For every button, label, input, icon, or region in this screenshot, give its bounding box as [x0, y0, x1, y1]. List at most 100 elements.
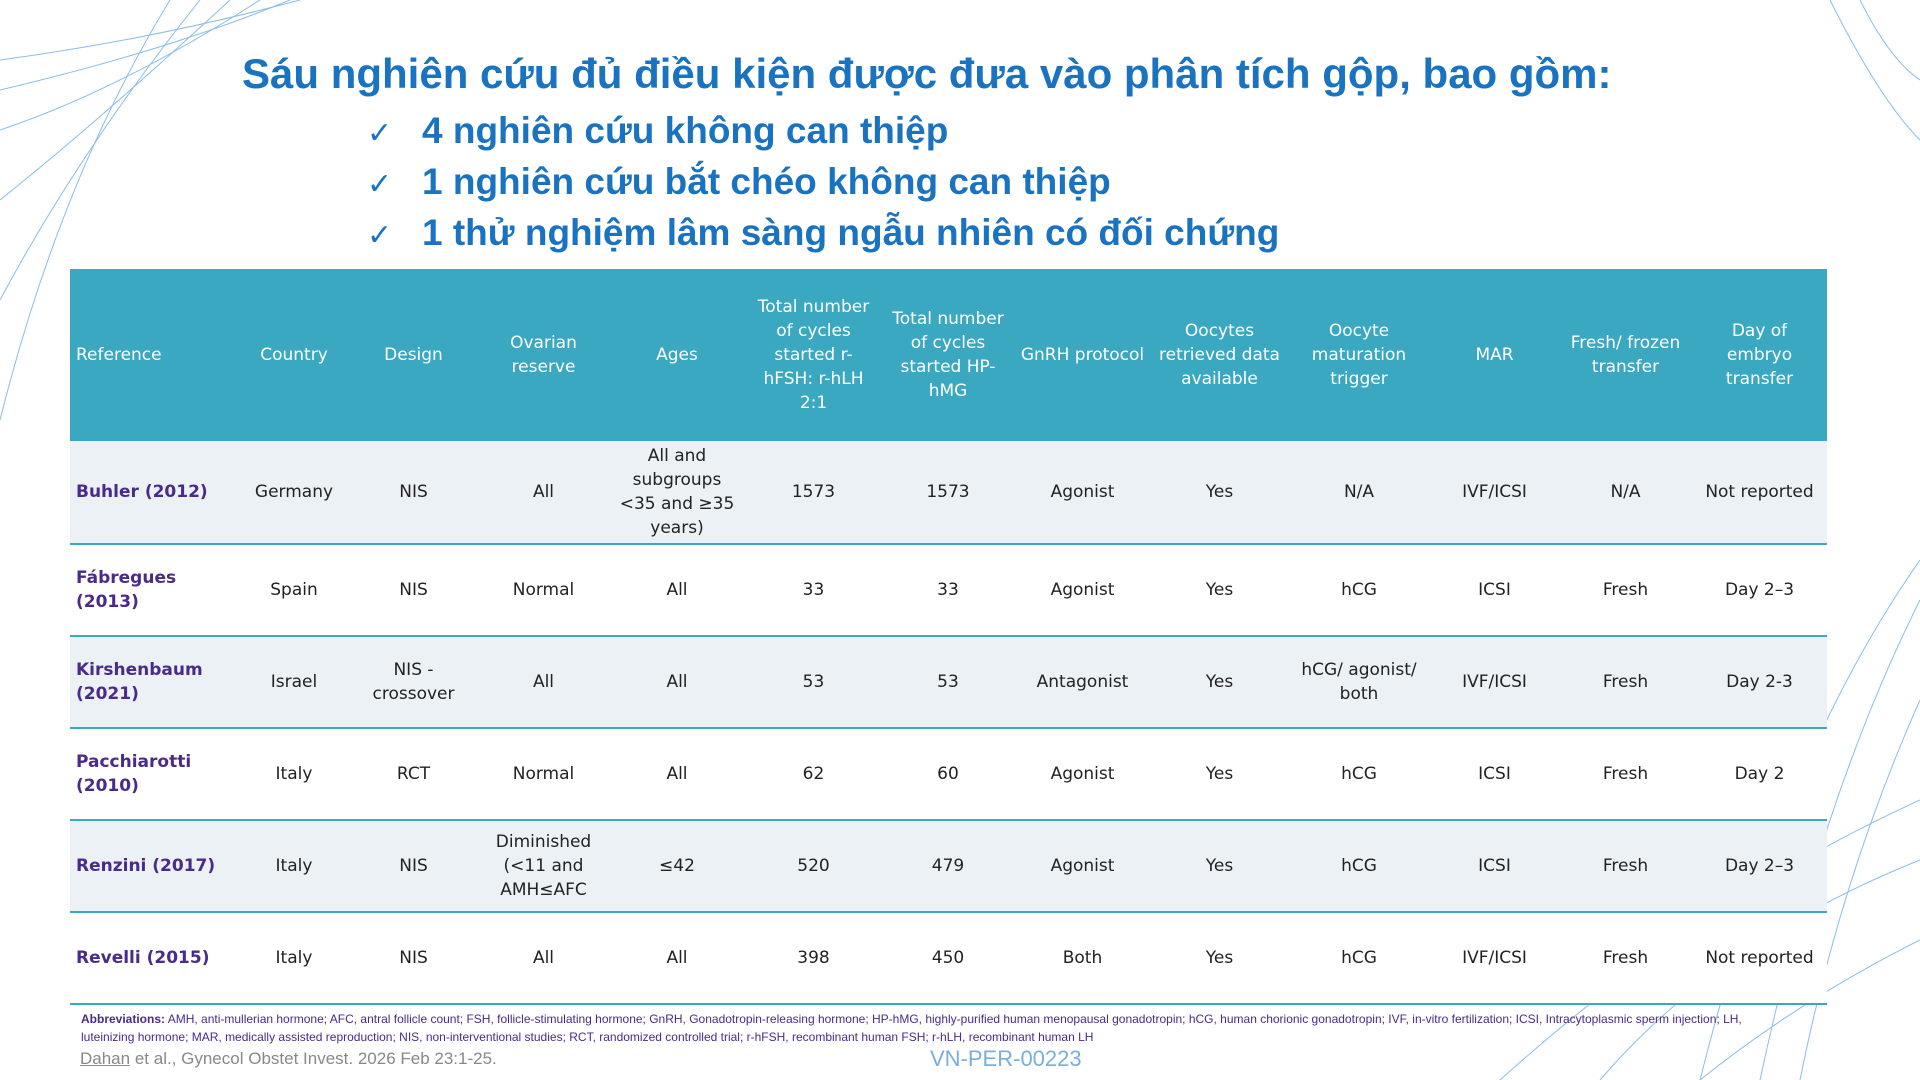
- table-cell: ≤42: [609, 820, 745, 913]
- table-cell: Diminished (<11 and AMH≤AFC: [478, 820, 609, 913]
- table-row: Renzini (2017) Italy NIS Diminished (<11 an…: [70, 820, 1827, 913]
- table-cell: Yes: [1151, 636, 1288, 729]
- table-cell: 1573: [882, 441, 1014, 545]
- citation-author: Dahan: [80, 1049, 131, 1068]
- table-cell: IVF/ICSI: [1430, 912, 1559, 1005]
- table-cell: Italy: [239, 912, 349, 1005]
- title: Sáu nghiên cứu đủ điều kiện được đưa vào…: [242, 50, 1612, 97]
- table-cell: Agonist: [1014, 820, 1151, 913]
- table-cell: Italy: [239, 728, 349, 821]
- bullet-text: 1 thử nghiệm lâm sàng ngẫu nhiên có đối …: [422, 212, 1280, 253]
- bullet: ✓ 1 nghiên cứu bắt chéo không can thiệp: [367, 161, 1111, 202]
- table-cell: IVF/ICSI: [1430, 636, 1559, 729]
- header-cell: Ages: [609, 269, 745, 441]
- table-cell: All: [478, 636, 609, 729]
- header-cell: Reference: [70, 269, 239, 441]
- table-cell: Normal: [478, 544, 609, 637]
- table-cell: NIS - crossover: [349, 636, 478, 729]
- table-cell: Agonist: [1014, 544, 1151, 637]
- table-cell: hCG: [1288, 728, 1430, 821]
- table-cell: Fresh: [1559, 728, 1692, 821]
- table-cell: All: [609, 544, 745, 637]
- table-cell: 33: [882, 544, 1014, 637]
- table-cell: hCG/ agonist/ both: [1288, 636, 1430, 729]
- header-cell: Ovarian reserve: [478, 269, 609, 441]
- bullet-text: 1 nghiên cứu bắt chéo không can thiệp: [422, 161, 1111, 202]
- table-cell: NIS: [349, 820, 478, 913]
- citation: Dahan et al., Gynecol Obstet Invest. 202…: [80, 1049, 497, 1069]
- table-cell: Not reported: [1692, 912, 1827, 1005]
- table-cell: Yes: [1151, 728, 1288, 821]
- table-cell: Yes: [1151, 820, 1288, 913]
- table-cell: Israel: [239, 636, 349, 729]
- table-cell: ICSI: [1430, 544, 1559, 637]
- header-cell: Total number of cycles started r-hFSH: r…: [745, 269, 882, 441]
- table-cell: Fábregues (2013): [70, 544, 239, 637]
- table-row: Revelli (2015) Italy NIS All All 398 450 Both Ye…: [70, 912, 1827, 1005]
- bullet-text: 4 nghiên cứu không can thiệp: [422, 110, 949, 151]
- table-cell: Yes: [1151, 441, 1288, 545]
- table-cell: NIS: [349, 544, 478, 637]
- table-row: Pacchiarotti (2010) Italy RCT Normal All 62 60…: [70, 728, 1827, 821]
- table-cell: Fresh: [1559, 636, 1692, 729]
- table-cell: All: [609, 636, 745, 729]
- table-cell: Fresh: [1559, 820, 1692, 913]
- table-cell: Day 2-3: [1692, 636, 1827, 729]
- table-cell: 53: [882, 636, 1014, 729]
- header-cell: MAR: [1430, 269, 1559, 441]
- table-cell: Buhler (2012): [70, 441, 239, 545]
- table-cell: Germany: [239, 441, 349, 545]
- table-cell: ICSI: [1430, 820, 1559, 913]
- table-row: Fábregues (2013) Spain NIS Normal All 33 33 Ago…: [70, 544, 1827, 637]
- table-cell: Day 2–3: [1692, 820, 1827, 913]
- header-cell: Day of embryo transfer: [1692, 269, 1827, 441]
- bullet: ✓ 1 thử nghiệm lâm sàng ngẫu nhiên có đối…: [367, 212, 1280, 253]
- table-cell: Normal: [478, 728, 609, 821]
- header-cell: Fresh/ frozen transfer: [1559, 269, 1692, 441]
- citation-rest: et al., Gynecol Obstet Invest. 2026 Feb …: [130, 1049, 497, 1068]
- table-cell: All and subgroups <35 and ≥35 years): [609, 441, 745, 545]
- table-cell: Yes: [1151, 912, 1288, 1005]
- table-cell: All: [609, 728, 745, 821]
- table-cell: All: [478, 912, 609, 1005]
- table-cell: Pacchiarotti (2010): [70, 728, 239, 821]
- table-cell: Italy: [239, 820, 349, 913]
- table-cell: N/A: [1559, 441, 1692, 545]
- table-row: Kirshenbaum (2021) Israel NIS - crossover A…: [70, 636, 1827, 729]
- table-cell: 62: [745, 728, 882, 821]
- table-cell: Not reported: [1692, 441, 1827, 545]
- table-cell: Agonist: [1014, 728, 1151, 821]
- table-cell: Fresh: [1559, 912, 1692, 1005]
- table-cell: Yes: [1151, 544, 1288, 637]
- table-cell: Day 2–3: [1692, 544, 1827, 637]
- header-cell: Total number of cycles started HP-hMG: [882, 269, 1014, 441]
- table-cell: All: [609, 912, 745, 1005]
- table-cell: NIS: [349, 441, 478, 545]
- table-cell: 53: [745, 636, 882, 729]
- table-cell: 398: [745, 912, 882, 1005]
- studies-table: Reference Country Design Ovarian reserve Age…: [70, 269, 1827, 1005]
- table-cell: 450: [882, 912, 1014, 1005]
- table-cell: Antagonist: [1014, 636, 1151, 729]
- header-row: Reference Country Design Ovarian reserve Age…: [70, 269, 1827, 441]
- table-cell: hCG: [1288, 820, 1430, 913]
- table-cell: All: [478, 441, 609, 545]
- table-cell: Fresh: [1559, 544, 1692, 637]
- table-cell: NIS: [349, 912, 478, 1005]
- table-row: Buhler (2012) Germany NIS All All and subgro…: [70, 441, 1827, 545]
- table-cell: Kirshenbaum (2021): [70, 636, 239, 729]
- table-cell: Agonist: [1014, 441, 1151, 545]
- header-cell: Oocytes retrieved data available: [1151, 269, 1288, 441]
- table-cell: IVF/ICSI: [1430, 441, 1559, 545]
- bullet: ✓ 4 nghiên cứu không can thiệp: [367, 110, 949, 151]
- abbreviations-text: AMH, anti-mullerian hormone; AFC, antral…: [81, 1012, 1742, 1044]
- header-cell: GnRH protocol: [1014, 269, 1151, 441]
- table-cell: Renzini (2017): [70, 820, 239, 913]
- header-cell: Oocyte maturation trigger: [1288, 269, 1430, 441]
- table-cell: RCT: [349, 728, 478, 821]
- table-cell: hCG: [1288, 912, 1430, 1005]
- header-cell: Country: [239, 269, 349, 441]
- table-cell: 520: [745, 820, 882, 913]
